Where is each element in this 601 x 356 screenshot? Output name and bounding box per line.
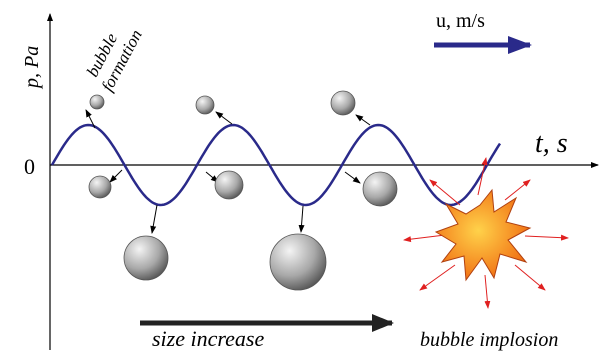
- y-axis-label: p, Pa: [21, 46, 43, 90]
- implosion: [436, 190, 530, 280]
- bubbles: [89, 91, 397, 290]
- implosion-label: bubble implosion: [420, 329, 558, 351]
- size-label: size increase: [152, 326, 264, 351]
- formation-annotation: bubble formation: [80, 17, 146, 95]
- x-axis-label: t, s: [535, 128, 568, 159]
- velocity-label: u, m/s: [436, 10, 485, 32]
- origin-label: 0: [24, 154, 35, 179]
- diagram: p, Pa t, s 0 bubble formation u, m/s: [0, 0, 601, 356]
